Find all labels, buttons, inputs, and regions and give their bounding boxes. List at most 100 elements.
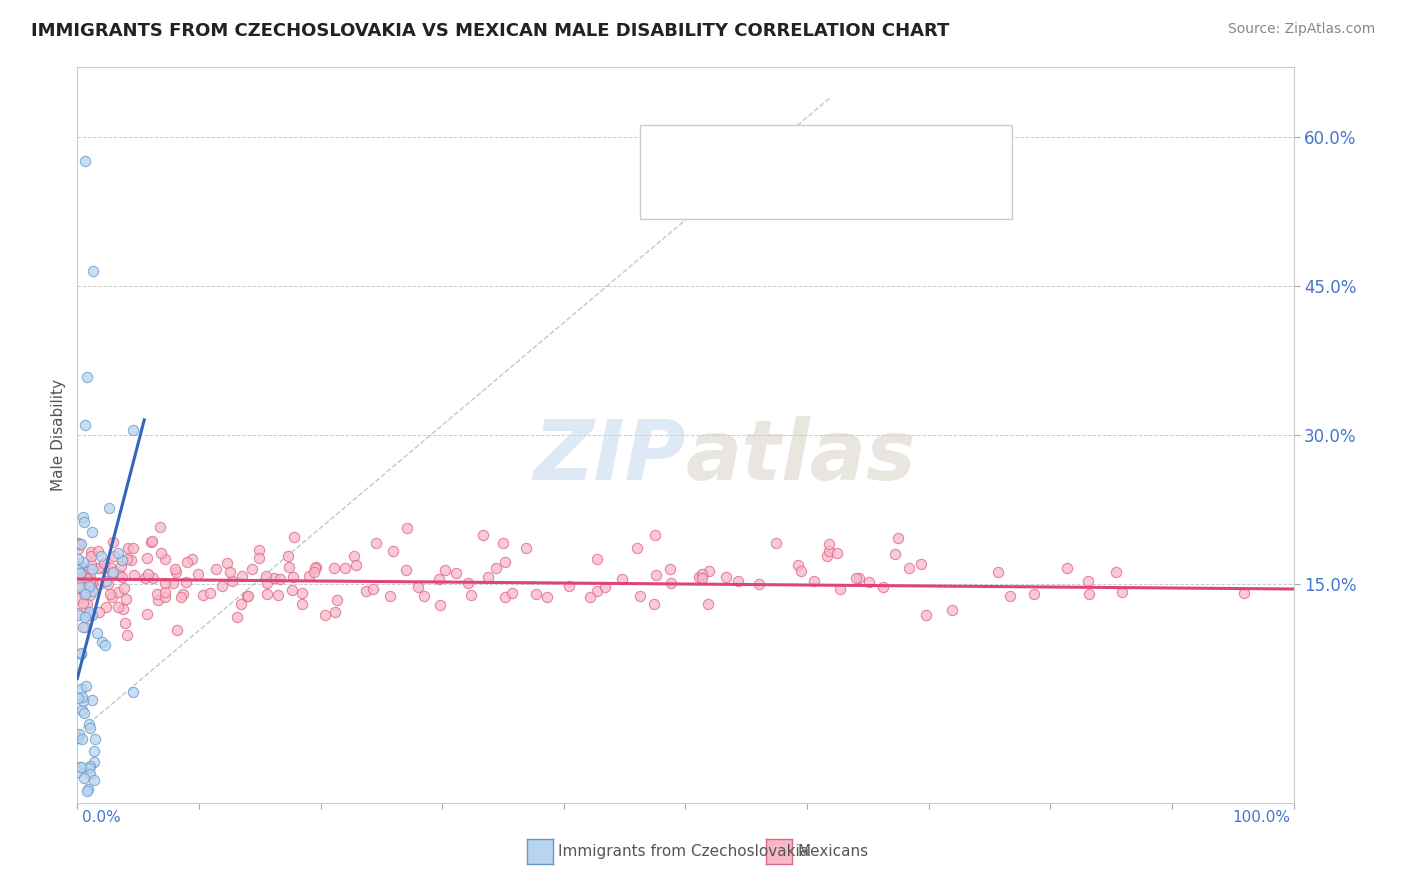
Point xyxy=(434,562,457,576)
Point xyxy=(845,571,868,585)
Point xyxy=(73,564,96,578)
Point xyxy=(825,546,848,560)
Point xyxy=(281,582,304,597)
Point xyxy=(75,571,97,585)
Point xyxy=(77,716,100,731)
Point xyxy=(180,552,202,566)
Point xyxy=(67,575,90,590)
Point xyxy=(77,579,100,593)
Point xyxy=(67,608,90,623)
Point xyxy=(644,527,666,541)
Point xyxy=(70,702,93,716)
Point xyxy=(205,562,228,576)
Point xyxy=(146,587,169,601)
Point xyxy=(76,370,98,384)
Point xyxy=(79,766,101,780)
Point xyxy=(80,562,103,576)
Point xyxy=(153,551,176,566)
Point xyxy=(494,555,516,569)
Point xyxy=(471,528,494,542)
Point xyxy=(344,558,367,573)
Point xyxy=(86,625,108,640)
Point xyxy=(117,541,139,556)
Point xyxy=(172,587,194,601)
Point xyxy=(872,580,894,594)
Point xyxy=(82,264,104,278)
Point xyxy=(80,607,103,622)
Point xyxy=(361,582,384,596)
Point xyxy=(231,597,253,611)
Point xyxy=(166,623,188,637)
Point xyxy=(165,565,187,579)
Point xyxy=(281,570,304,584)
Point xyxy=(236,589,259,603)
Point xyxy=(817,544,839,558)
Point xyxy=(485,561,508,575)
Point xyxy=(1233,585,1256,599)
Point xyxy=(688,569,710,583)
Point xyxy=(457,576,479,591)
Point xyxy=(80,549,103,563)
Point xyxy=(256,575,278,590)
Point xyxy=(72,596,94,610)
Point xyxy=(659,576,682,591)
Point xyxy=(277,559,299,574)
Point xyxy=(643,597,665,611)
Point xyxy=(593,580,616,594)
Point xyxy=(66,581,89,595)
Point xyxy=(107,584,129,599)
Point xyxy=(77,781,100,796)
Point xyxy=(136,567,159,582)
Point xyxy=(427,573,450,587)
Point xyxy=(186,566,208,581)
Point xyxy=(94,638,117,652)
Point xyxy=(247,550,270,565)
Point xyxy=(69,681,91,696)
Point xyxy=(803,574,825,589)
Point xyxy=(107,546,129,560)
Point xyxy=(72,515,94,529)
Point xyxy=(153,576,176,591)
Point xyxy=(217,556,239,570)
Point xyxy=(697,598,720,612)
Point xyxy=(314,608,336,623)
Point xyxy=(115,551,138,566)
Point xyxy=(121,423,143,437)
Point xyxy=(413,589,436,603)
Point xyxy=(98,587,121,601)
Point xyxy=(66,607,89,621)
Point xyxy=(1111,584,1133,599)
Point xyxy=(915,608,938,623)
Point xyxy=(136,550,159,565)
Point xyxy=(101,566,124,580)
Point xyxy=(103,534,125,549)
Point xyxy=(112,581,135,595)
Point xyxy=(998,590,1021,604)
Point xyxy=(298,568,321,582)
Point xyxy=(72,556,94,570)
Point xyxy=(198,586,221,600)
Point xyxy=(142,571,165,585)
Point xyxy=(191,587,214,601)
Point xyxy=(1105,566,1128,580)
Point xyxy=(492,535,515,549)
Point xyxy=(987,566,1010,580)
Point xyxy=(381,543,404,558)
Point xyxy=(727,574,749,589)
Point xyxy=(67,552,90,566)
Point xyxy=(80,693,103,707)
Point xyxy=(884,547,907,561)
Point xyxy=(254,569,277,583)
Point xyxy=(73,706,96,721)
Point xyxy=(815,549,838,563)
Text: -0.110: -0.110 xyxy=(738,181,797,199)
Point xyxy=(72,619,94,633)
Point xyxy=(240,561,263,575)
Point xyxy=(101,590,124,604)
Point xyxy=(66,572,89,586)
Point xyxy=(848,571,870,585)
Point xyxy=(93,556,115,570)
Text: N =: N = xyxy=(837,143,873,161)
Point xyxy=(70,647,93,661)
Point xyxy=(82,524,104,539)
